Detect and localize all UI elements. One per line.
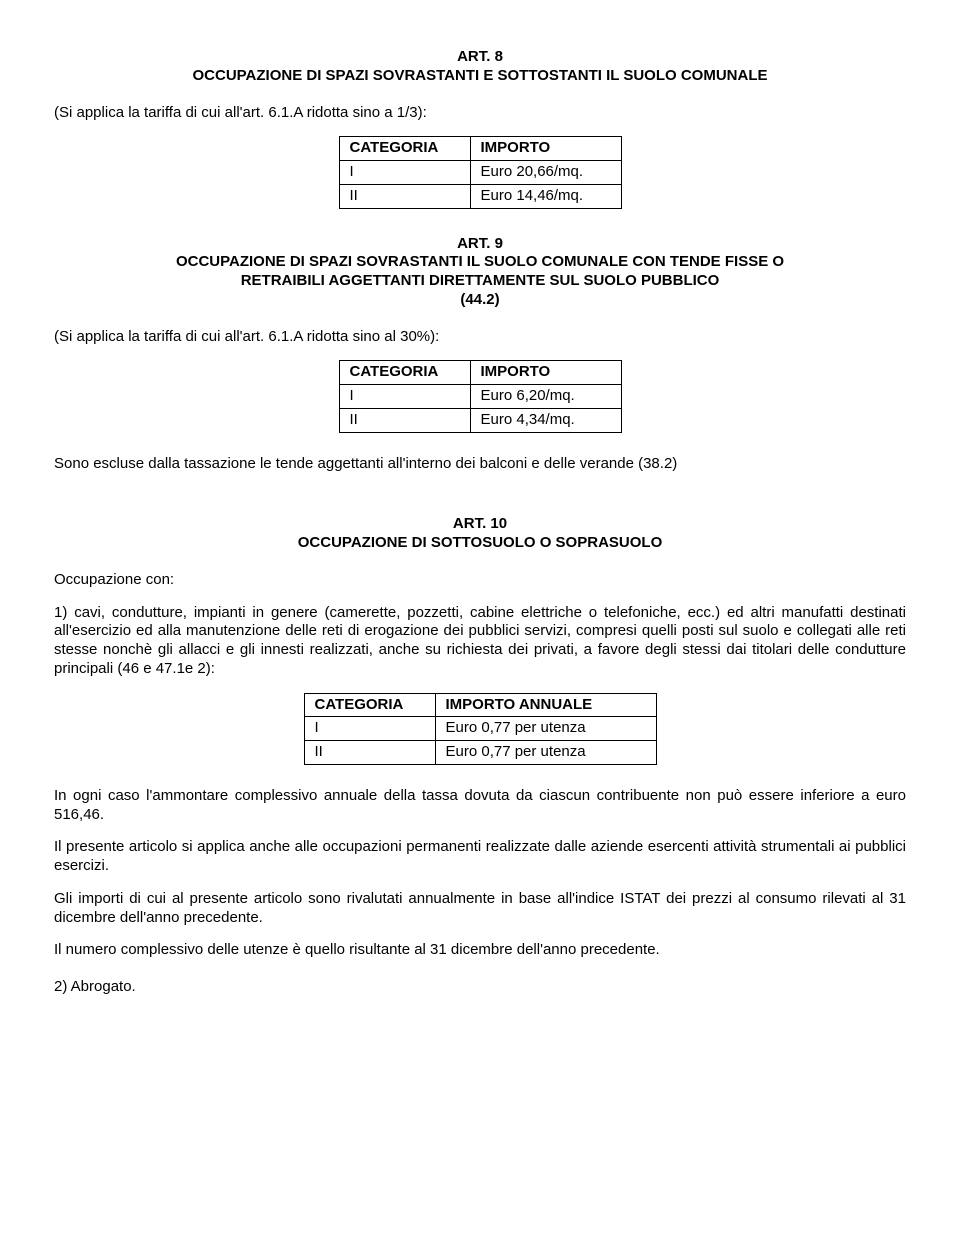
art8-table: CATEGORIA IMPORTO I Euro 20,66/mq. II Eu… xyxy=(339,136,622,208)
table-cell-cat: I xyxy=(339,161,470,185)
table-row: I Euro 0,77 per utenza xyxy=(304,717,656,741)
table-row: II Euro 4,34/mq. xyxy=(339,408,621,432)
table-header-importo: IMPORTO xyxy=(470,137,621,161)
table-cell-imp: Euro 20,66/mq. xyxy=(470,161,621,185)
art10-item1: 1) cavi, condutture, impianti in genere … xyxy=(54,604,906,679)
art10-p2: Il presente articolo si applica anche al… xyxy=(54,838,906,876)
spacer xyxy=(54,487,906,515)
table-cell-imp: Euro 0,77 per utenza xyxy=(435,717,656,741)
art9-note: Sono escluse dalla tassazione le tende a… xyxy=(54,455,906,474)
table-row: II Euro 0,77 per utenza xyxy=(304,741,656,765)
art8-intro: (Si applica la tariffa di cui all'art. 6… xyxy=(54,104,906,123)
art9-title-line1: OCCUPAZIONE DI SPAZI SOVRASTANTI IL SUOL… xyxy=(54,253,906,272)
art10-abrogato: 2) Abrogato. xyxy=(54,978,906,997)
table-row: I Euro 20,66/mq. xyxy=(339,161,621,185)
art10-title: OCCUPAZIONE DI SOTTOSUOLO O SOPRASUOLO xyxy=(54,534,906,553)
table-header-categoria: CATEGORIA xyxy=(339,361,470,385)
table-header-categoria: CATEGORIA xyxy=(339,137,470,161)
table-row: I Euro 6,20/mq. xyxy=(339,385,621,409)
art9-title-ref: (44.2) xyxy=(54,291,906,310)
art8-title: OCCUPAZIONE DI SPAZI SOVRASTANTI E SOTTO… xyxy=(54,67,906,86)
table-cell-cat: II xyxy=(339,184,470,208)
art10-table-wrap: CATEGORIA IMPORTO ANNUALE I Euro 0,77 pe… xyxy=(54,693,906,765)
art9-table: CATEGORIA IMPORTO I Euro 6,20/mq. II Eur… xyxy=(339,360,622,432)
table-cell-imp: Euro 0,77 per utenza xyxy=(435,741,656,765)
table-cell-cat: I xyxy=(304,717,435,741)
art10-heading: ART. 10 xyxy=(54,515,906,534)
table-header-categoria: CATEGORIA xyxy=(304,693,435,717)
art10-p3: Gli importi di cui al presente articolo … xyxy=(54,890,906,928)
art9-title-line2: RETRAIBILI AGGETTANTI DIRETTAMENTE SUL S… xyxy=(54,272,906,291)
table-header-importo-annuale: IMPORTO ANNUALE xyxy=(435,693,656,717)
table-row: CATEGORIA IMPORTO ANNUALE xyxy=(304,693,656,717)
table-cell-imp: Euro 6,20/mq. xyxy=(470,385,621,409)
art10-occ-intro: Occupazione con: xyxy=(54,571,906,590)
table-header-importo: IMPORTO xyxy=(470,361,621,385)
table-row: CATEGORIA IMPORTO xyxy=(339,137,621,161)
art9-table-wrap: CATEGORIA IMPORTO I Euro 6,20/mq. II Eur… xyxy=(54,360,906,432)
art10-p4: Il numero complessivo delle utenze è que… xyxy=(54,941,906,960)
art8-heading: ART. 8 xyxy=(54,48,906,67)
table-cell-imp: Euro 4,34/mq. xyxy=(470,408,621,432)
table-cell-cat: II xyxy=(304,741,435,765)
art8-table-wrap: CATEGORIA IMPORTO I Euro 20,66/mq. II Eu… xyxy=(54,136,906,208)
art9-heading: ART. 9 xyxy=(54,235,906,254)
table-row: II Euro 14,46/mq. xyxy=(339,184,621,208)
art10-p1: In ogni caso l'ammontare complessivo ann… xyxy=(54,787,906,825)
art9-intro: (Si applica la tariffa di cui all'art. 6… xyxy=(54,328,906,347)
table-cell-cat: I xyxy=(339,385,470,409)
table-cell-cat: II xyxy=(339,408,470,432)
table-cell-imp: Euro 14,46/mq. xyxy=(470,184,621,208)
table-row: CATEGORIA IMPORTO xyxy=(339,361,621,385)
art10-table: CATEGORIA IMPORTO ANNUALE I Euro 0,77 pe… xyxy=(304,693,657,765)
